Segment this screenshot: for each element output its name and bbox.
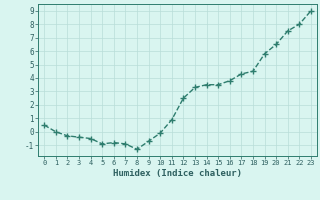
X-axis label: Humidex (Indice chaleur): Humidex (Indice chaleur) [113, 169, 242, 178]
